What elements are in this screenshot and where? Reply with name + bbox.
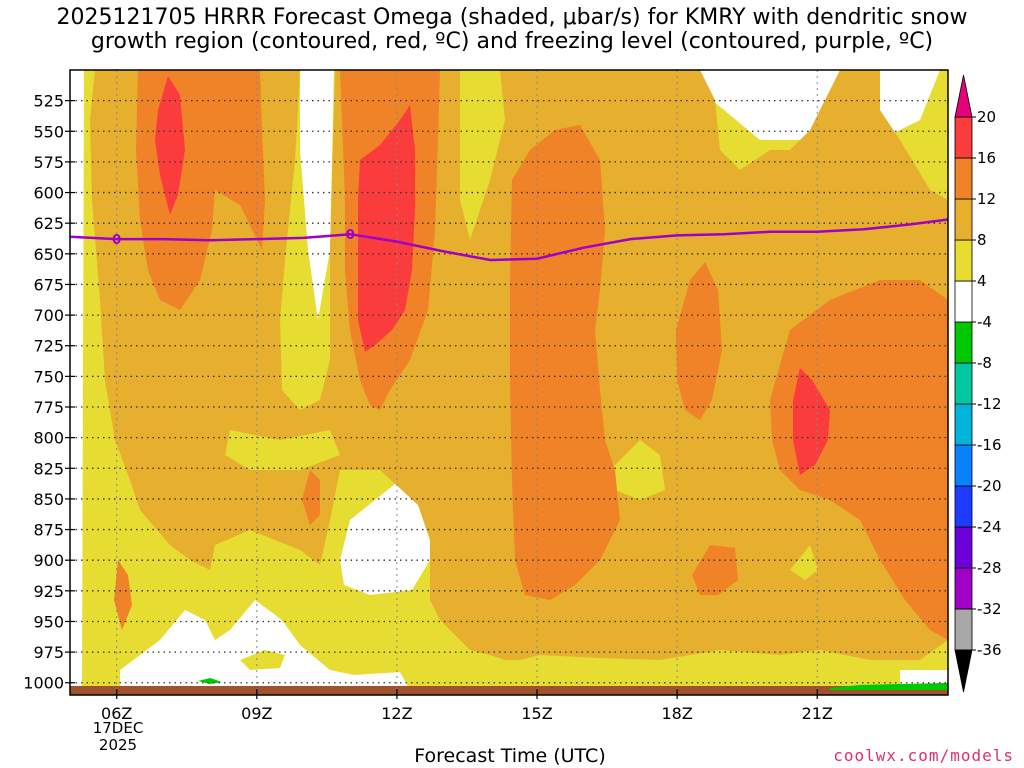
y-tick-label: 725	[33, 337, 64, 356]
colorbar-label: -32	[977, 600, 1002, 618]
omega-orange-18z-low	[692, 545, 738, 595]
omega-white-bottom-left	[120, 600, 410, 690]
y-tick-label: 525	[33, 92, 64, 111]
title-line-1: 2025121705 HRRR Forecast Omega (shaded, …	[56, 5, 968, 30]
freezing-level-line	[70, 218, 948, 262]
y-tick-label: 600	[33, 184, 64, 203]
date-stamp: 17DEC 2025	[82, 720, 154, 754]
colorbar-segment	[954, 239, 973, 282]
colorbar-label: 16	[977, 149, 996, 167]
omega-orange-20z	[770, 280, 948, 640]
colorbar-segment	[954, 198, 973, 241]
colorbar-segment	[954, 526, 973, 569]
surface-band	[70, 686, 948, 695]
y-tick-label: 875	[33, 521, 64, 540]
x-tick-label: 09Z	[241, 704, 272, 723]
colorbar-segment	[954, 403, 973, 446]
colorbar-label: -4	[977, 313, 992, 331]
colorbar-segment	[954, 280, 973, 323]
colorbar-segment	[954, 116, 973, 159]
colorbar-segment	[954, 608, 973, 651]
x-axis: 06Z 09Z 12Z 15Z 18Z 21Z	[101, 689, 833, 723]
omega-orange-15z	[510, 125, 620, 600]
colorbar-label: 20	[977, 108, 996, 126]
y-tick-label: 975	[33, 643, 64, 662]
y-tick-label: 900	[33, 551, 64, 570]
y-tick-label: 950	[33, 612, 64, 631]
y-tick-label: 750	[33, 367, 64, 386]
y-tick-label: 825	[33, 459, 64, 478]
omega-orange-06z-low	[114, 560, 132, 630]
title-line-2: growth region (contoured, red, ºC) and f…	[90, 29, 934, 54]
x-tick-label: 12Z	[381, 704, 412, 723]
y-tick-label: 575	[33, 153, 64, 172]
credit-text: coolwx.com/models	[833, 746, 1014, 765]
colorbar-segment	[954, 321, 973, 364]
colorbar-label: -8	[977, 354, 992, 372]
date-stamp-year: 2025	[98, 736, 138, 754]
colorbar-segment	[954, 444, 973, 487]
colorbar-label: -24	[977, 518, 1002, 536]
omega-red-07z	[155, 76, 185, 215]
colorbar-label: -12	[977, 395, 1002, 413]
y-tick-label: 650	[33, 245, 64, 264]
omega-red-11z	[358, 105, 415, 352]
omega-white-left-col	[70, 70, 84, 690]
y-tick-label: 775	[33, 398, 64, 417]
freezing-level-group: 0 0	[70, 218, 948, 262]
y-tick-label: 700	[33, 306, 64, 325]
omega-green-strip-21z	[830, 683, 948, 690]
plot-area	[70, 70, 948, 695]
colorbar: -36 -32 -28 -24 -20 -16 -12 -8 -4 4 8 12 16 20	[954, 74, 1002, 693]
colorbar-segment	[954, 157, 973, 200]
date-stamp-day: 17DEC	[92, 719, 144, 737]
omega-yellow-blob-875	[790, 545, 818, 580]
y-tick-label: 550	[33, 122, 64, 141]
omega-green-spot-08z	[198, 678, 222, 684]
omega-yellow-lower-mid	[225, 430, 340, 470]
colorbar-label: 4	[977, 272, 987, 290]
colorbar-label: -20	[977, 477, 1002, 495]
omega-yellow-blob-800	[610, 440, 665, 500]
omega-orange-825	[302, 470, 320, 525]
horizontal-gridlines	[70, 99, 948, 684]
omega-yellow-tongue-1330z	[460, 70, 505, 240]
colorbar-segment	[954, 567, 973, 610]
colorbar-segment	[954, 485, 973, 528]
omega-yellow-blob-975	[240, 650, 285, 670]
omega-orange-18z	[676, 262, 722, 420]
omega-white-09z	[300, 70, 334, 320]
chart-title: 2025121705 HRRR Forecast Omega (shaded, …	[0, 6, 1024, 54]
colorbar-segment	[954, 362, 973, 405]
plot-frame	[69, 69, 949, 696]
x-axis-label: Forecast Time (UTC)	[414, 745, 606, 767]
omega-white-825	[340, 470, 432, 595]
y-tick-label: 925	[33, 582, 64, 601]
x-tick-label: 18Z	[661, 704, 692, 723]
colorbar-label: 8	[977, 231, 987, 249]
y-tick-label: 1000	[23, 674, 64, 693]
freezing-level-label: 0	[346, 228, 355, 243]
x-tick-label: 15Z	[521, 704, 552, 723]
colorbar-arrow-bottom	[954, 649, 973, 693]
colorbar-label: -28	[977, 559, 1002, 577]
colorbar-label: -16	[977, 436, 1002, 454]
omega-red-20z	[793, 368, 830, 475]
y-tick-label: 850	[33, 490, 64, 509]
colorbar-label: 12	[977, 190, 996, 208]
y-tick-label: 800	[33, 429, 64, 448]
colorbar-arrow-top	[954, 74, 973, 118]
vertical-gridlines	[116, 70, 818, 695]
colorbar-label: -36	[977, 641, 1002, 659]
x-tick-label: 21Z	[802, 704, 833, 723]
y-tick-label: 675	[33, 275, 64, 294]
freezing-level-label: 0	[112, 233, 121, 248]
y-axis: 525 550 575 600 625 650 675 700 725 750 775 800 825 8…	[23, 92, 75, 693]
y-tick-label: 625	[33, 214, 64, 233]
x-tick-label: 06Z	[101, 704, 132, 723]
